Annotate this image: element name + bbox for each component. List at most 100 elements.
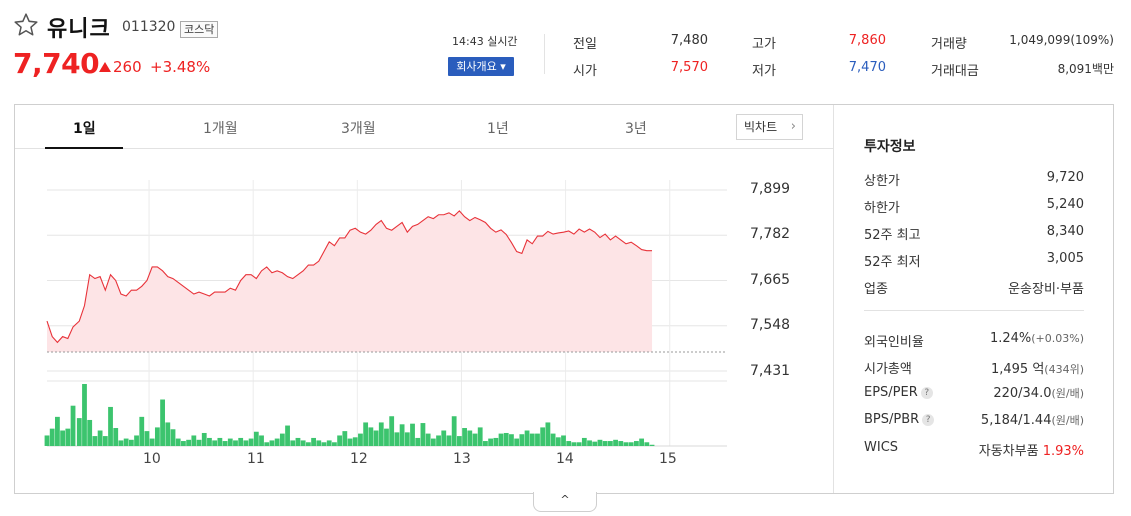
low-label: 저가 [752, 64, 776, 79]
wics-sector[interactable]: 자동차부품 [978, 444, 1039, 459]
volume-bar [456, 436, 462, 446]
volume-bar [483, 441, 488, 446]
volume-bar [634, 441, 639, 446]
volume-bar [410, 423, 415, 446]
volume-bar [70, 405, 76, 446]
volume-bar [233, 440, 238, 446]
volume-bar [540, 427, 546, 446]
volume-bar [404, 432, 410, 446]
volume-bar [243, 440, 249, 446]
eps-per-main: 220/34.0 [993, 386, 1052, 401]
chevron-up-icon: ^ [560, 493, 570, 506]
big-chart-button[interactable]: 빅차트 › [736, 114, 803, 140]
tab-3month[interactable]: 3개월 [341, 121, 376, 137]
volume-bar [65, 428, 71, 446]
tab-1year[interactable]: 1년 [487, 121, 509, 137]
tab-1day[interactable]: 1일 [73, 121, 96, 137]
volume-bar [55, 416, 60, 446]
volume-bar [399, 424, 405, 446]
tab-1month[interactable]: 1개월 [203, 121, 238, 137]
current-price: 7,740 [13, 47, 100, 80]
volume-bar [326, 440, 332, 446]
stock-name: 유니크 [47, 17, 111, 42]
volume-bar [602, 441, 608, 446]
volume-bar [581, 437, 587, 446]
bps-pbr-label: BPS/PBR? [864, 412, 935, 427]
market-cap-value: 1,495 억(434위) [991, 358, 1084, 377]
volume-bar [519, 434, 525, 446]
volume-bar [561, 435, 566, 446]
volume-bar [623, 442, 629, 446]
volume-bar [332, 442, 337, 446]
chevron-right-icon: › [790, 119, 796, 134]
volume-bar [446, 435, 452, 446]
volume-bar [253, 431, 259, 446]
foreign-ratio-main: 1.24% [989, 331, 1032, 346]
volume-bar [82, 384, 87, 446]
volume-bar [295, 437, 301, 446]
volume-bar [368, 427, 374, 446]
wics-value: 자동차부품 1.93% [979, 440, 1084, 459]
help-icon[interactable]: ? [922, 414, 935, 426]
market-cap-main: 1,495 억 [990, 362, 1045, 377]
volume-bar [430, 438, 436, 446]
volume-bar [467, 430, 473, 446]
volume-bar [462, 428, 467, 446]
volume-bar [493, 437, 499, 446]
volume-bar [186, 439, 192, 446]
help-icon[interactable]: ? [920, 387, 933, 399]
open-label: 시가 [573, 64, 597, 79]
price-area-fill [47, 210, 653, 353]
volume-bar [555, 437, 561, 446]
eps-per-label: EPS/PER? [864, 385, 933, 400]
volume-bar [300, 440, 306, 446]
volume-bar [639, 438, 645, 446]
industry-value[interactable]: 운송장비·부품 [1008, 282, 1084, 297]
company-overview-button[interactable]: 회사개요 ▾ [448, 57, 514, 76]
volume-bar [123, 438, 129, 446]
volume-bar [207, 437, 212, 446]
volume-bar [191, 435, 197, 446]
volume-bar [535, 433, 540, 446]
volume-bar [170, 429, 176, 446]
volume-bar [566, 441, 572, 446]
volume-bar [175, 438, 181, 446]
volume-bar [384, 428, 389, 446]
realtime-label: 14:43 실시간 [452, 35, 518, 48]
volume-bar [628, 442, 634, 446]
volume-bar [139, 416, 145, 446]
tab-3year[interactable]: 3년 [625, 121, 647, 137]
volume-bar [347, 438, 353, 446]
bps-pbr-value: 5,184/1.44(원/배) [981, 412, 1084, 428]
volume-bar [352, 437, 358, 446]
active-tab-indicator [45, 147, 123, 149]
volume-bar [217, 437, 223, 446]
collapse-toggle-button[interactable]: ^ [533, 492, 597, 512]
volume-bar [587, 440, 592, 446]
header-divider [544, 34, 545, 74]
favorite-star-icon[interactable] [13, 12, 39, 38]
volume-bar [290, 440, 296, 446]
volume-bar [363, 422, 369, 446]
high-52week-value: 8,340 [1046, 224, 1084, 239]
bps-pbr-unit: (원/배) [1051, 414, 1084, 427]
volume-bar [311, 437, 316, 446]
volume-bar [274, 438, 280, 446]
big-chart-label: 빅차트 [744, 120, 778, 134]
volume-bar [358, 433, 363, 446]
x-tick-label: 13 [453, 451, 471, 467]
low-52week-value: 3,005 [1046, 251, 1084, 266]
volume-bar [436, 435, 441, 446]
volume-bar [613, 439, 618, 446]
volume-bar [118, 440, 124, 446]
prev-close-value: 7,480 [670, 33, 708, 48]
volume-bar [509, 434, 514, 446]
amount-value: 8,091백만 [1057, 62, 1114, 76]
volume-bar [196, 439, 202, 446]
x-tick-label: 11 [247, 451, 265, 467]
price-change-rate: +3.48% [150, 58, 211, 76]
volume-bar [451, 416, 457, 446]
volume-bar [49, 428, 55, 446]
volume-bar [425, 433, 431, 446]
volume-bar [222, 441, 228, 446]
